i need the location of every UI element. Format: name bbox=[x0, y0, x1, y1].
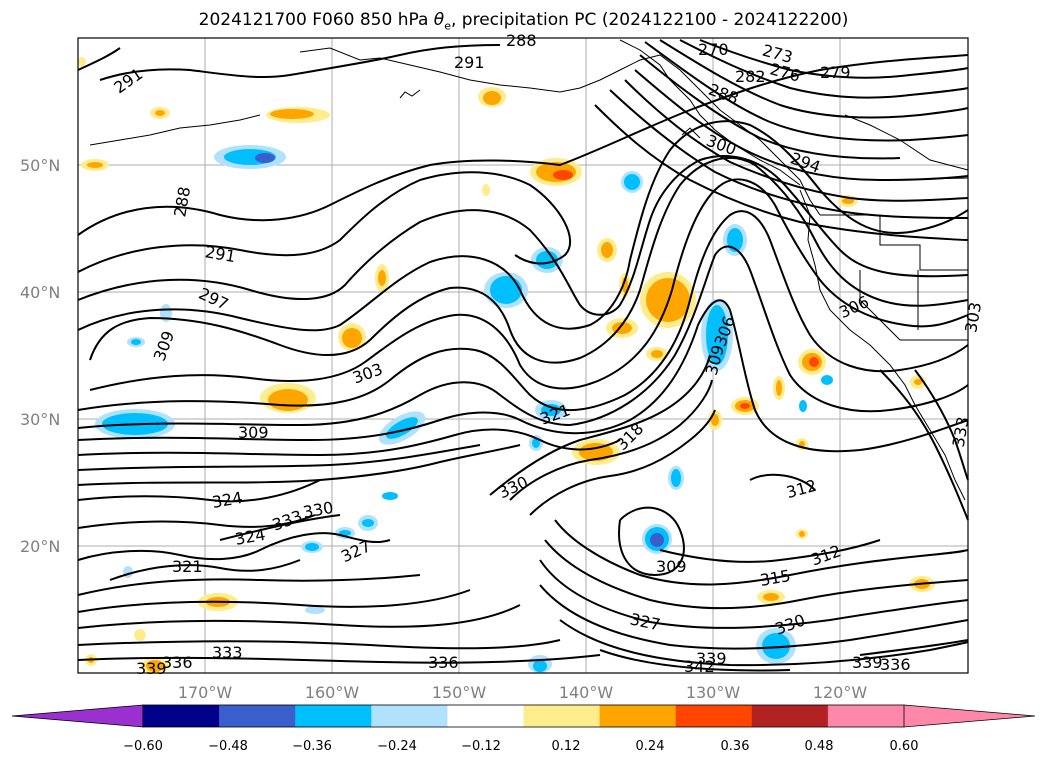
contour-label: 324 bbox=[211, 488, 244, 512]
colorbar-under-arrow bbox=[11, 704, 144, 728]
contour-labels: 288 291 270 273 276 279 282 288 300 294 … bbox=[110, 31, 985, 678]
contour-label: 309 bbox=[656, 557, 687, 576]
lon-label: 160°W bbox=[305, 683, 360, 702]
colorbar-tick: −0.12 bbox=[461, 739, 501, 754]
gridlines bbox=[78, 38, 968, 673]
lon-label: 140°W bbox=[559, 683, 614, 702]
colorbar-segment bbox=[447, 705, 524, 727]
lon-label: 130°W bbox=[686, 683, 741, 702]
contour-label: 333 bbox=[270, 506, 305, 534]
lon-label: 170°W bbox=[178, 683, 233, 702]
contour-label: 291 bbox=[204, 242, 237, 266]
colorbar-tick: 0.12 bbox=[552, 739, 581, 754]
longitude-labels: 170°W 160°W 150°W 140°W 130°W 120°W bbox=[178, 683, 868, 702]
colorbar-over-arrow bbox=[903, 704, 1036, 728]
colorbar-segment bbox=[675, 705, 753, 727]
colorbar-segment bbox=[523, 705, 601, 727]
contour-label: 336 bbox=[428, 653, 459, 672]
colorbar-segment bbox=[599, 705, 677, 727]
colorbar-segment bbox=[219, 705, 296, 727]
theta-e-contours bbox=[77, 39, 969, 672]
lon-label: 120°W bbox=[813, 683, 868, 702]
latitude-labels: 50°N 40°N 30°N 20°N bbox=[20, 156, 60, 556]
contour-label: 333 bbox=[949, 415, 973, 448]
coastlines bbox=[89, 39, 969, 501]
colorbar-tick: −0.48 bbox=[208, 739, 248, 754]
contour-label: 309 bbox=[150, 328, 178, 363]
colorbar-tick: 0.24 bbox=[636, 739, 665, 754]
contour-label: 300 bbox=[704, 131, 739, 159]
contour-label: 288 bbox=[170, 185, 194, 218]
contour-label: 339 bbox=[696, 649, 727, 668]
contour-label: 321 bbox=[172, 557, 203, 576]
contour-label: 327 bbox=[628, 609, 662, 634]
colorbar-tick: −0.24 bbox=[377, 739, 417, 754]
precipitation-shading bbox=[78, 57, 935, 674]
colorbar-tick: 0.48 bbox=[805, 739, 834, 754]
contour-label: 309 bbox=[238, 423, 269, 442]
colorbar-segment bbox=[751, 705, 829, 727]
colorbar-segment bbox=[371, 705, 448, 727]
contour-label: 312 bbox=[808, 541, 843, 569]
contour-label: 279 bbox=[820, 63, 851, 82]
contour-label: 270 bbox=[698, 40, 729, 59]
contour-label: 306 bbox=[836, 292, 872, 322]
lat-label: 30°N bbox=[20, 410, 60, 429]
colorbar-tick: −0.60 bbox=[123, 739, 163, 754]
contour-label: 324 bbox=[234, 525, 267, 549]
contour-label: 315 bbox=[759, 566, 792, 590]
contour-label: 342 bbox=[684, 657, 715, 676]
lat-label: 50°N bbox=[20, 156, 60, 175]
colorbar: −0.60 −0.48 −0.36 −0.24 −0.12 0.12 0.24 … bbox=[11, 704, 1036, 754]
contour-label: 333 bbox=[212, 643, 243, 662]
contour-label: 303 bbox=[961, 301, 985, 334]
contour-label: 291 bbox=[110, 64, 146, 97]
colorbar-tick: 0.36 bbox=[721, 739, 750, 754]
contour-label: 336 bbox=[162, 653, 193, 672]
colorbar-tick: −0.36 bbox=[292, 739, 332, 754]
contour-label: 339 bbox=[852, 653, 883, 672]
map-title: 2024121700 F060 850 hPa θe, precipitatio… bbox=[198, 10, 849, 33]
contour-label: 330 bbox=[302, 498, 335, 522]
colorbar-segment bbox=[143, 705, 220, 727]
colorbar-tick: 0.60 bbox=[890, 739, 919, 754]
colorbar-segment bbox=[295, 705, 372, 727]
lat-label: 40°N bbox=[20, 283, 60, 302]
plot-frame bbox=[77, 37, 969, 674]
contour-label: 312 bbox=[784, 476, 818, 502]
colorbar-frame bbox=[142, 704, 905, 728]
colorbar-segments bbox=[143, 705, 905, 727]
colorbar-segment bbox=[827, 705, 905, 727]
contour-label: 330 bbox=[772, 610, 807, 638]
lon-label: 150°W bbox=[432, 683, 487, 702]
contour-label: 303 bbox=[350, 359, 385, 387]
contour-label: 288 bbox=[506, 31, 537, 50]
colorbar-ticks: −0.60 −0.48 −0.36 −0.24 −0.12 0.12 0.24 … bbox=[123, 739, 918, 754]
contour-label: 339 bbox=[136, 659, 167, 678]
contour-label: 291 bbox=[454, 53, 485, 72]
contour-label: 297 bbox=[196, 284, 232, 314]
contour-label: 282 bbox=[735, 67, 766, 86]
lat-label: 20°N bbox=[20, 537, 60, 556]
contour-label: 336 bbox=[880, 655, 911, 674]
